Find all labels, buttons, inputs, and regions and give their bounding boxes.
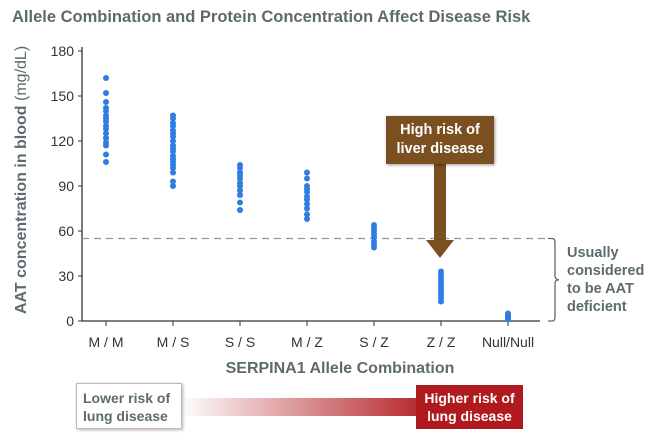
- x-tick-label: S / Z: [359, 334, 389, 350]
- data-point: [103, 151, 109, 158]
- y-tick-label: 180: [51, 43, 75, 59]
- x-tick-label: M / Z: [291, 334, 323, 350]
- data-point: [371, 234, 377, 240]
- liver-risk-callout: High risk of liver disease: [386, 116, 494, 164]
- deficient-brace: [548, 237, 560, 322]
- data-point: [304, 189, 310, 195]
- data-point: [170, 123, 176, 129]
- data-point: [103, 75, 109, 81]
- data-point: [304, 169, 310, 176]
- data-point: [170, 169, 176, 176]
- y-tick-label: 60: [58, 223, 74, 239]
- data-point: [237, 175, 243, 182]
- data-point: [438, 298, 444, 305]
- data-point: [304, 216, 310, 222]
- data-point: [103, 130, 109, 137]
- x-tick-label: Z / Z: [427, 334, 456, 350]
- lower-lung-risk-box: Lower risk of lung disease: [76, 383, 182, 429]
- deficient-label: Usually considered to be AAT deficient: [567, 245, 645, 315]
- lung-risk-arrow: [180, 388, 440, 426]
- y-tick-label: 150: [51, 88, 75, 104]
- data-point: [237, 207, 243, 213]
- data-point: [237, 192, 243, 198]
- data-point: [237, 199, 243, 206]
- data-point: [103, 118, 109, 125]
- x-tick-label: M / S: [157, 334, 190, 350]
- data-point: [170, 148, 176, 155]
- data-point: [170, 138, 176, 144]
- y-axis-label: AAT concentration in blood (mg/dL): [13, 45, 30, 314]
- y-tick-label: 30: [58, 268, 74, 284]
- data-point: [304, 201, 310, 207]
- data-point: [103, 99, 109, 105]
- higher-lung-risk-box: Higher risk of lung disease: [416, 385, 523, 429]
- x-tick-label: M / M: [89, 334, 124, 350]
- x-axis-label: SERPINA1 Allele Combination: [225, 360, 455, 377]
- data-point: [237, 187, 243, 194]
- data-point: [304, 211, 310, 218]
- data-point: [304, 175, 310, 182]
- data-point: [103, 142, 109, 149]
- data-point: [103, 159, 109, 165]
- data-point: [170, 165, 176, 171]
- data-point: [304, 205, 310, 212]
- data-point: [237, 165, 243, 171]
- x-tick-label: Null/Null: [482, 334, 534, 350]
- data-point: [170, 183, 176, 189]
- y-tick-label: 90: [58, 178, 74, 194]
- data-point: [170, 178, 176, 185]
- data-point: [170, 133, 176, 140]
- data-point: [103, 126, 109, 132]
- y-tick-label: 0: [66, 313, 74, 329]
- liver-risk-arrow: [426, 164, 454, 258]
- data-point: [103, 108, 109, 114]
- x-tick-label: S / S: [225, 334, 255, 350]
- data-point: [103, 90, 109, 96]
- data-point: [103, 135, 109, 141]
- chart-title: Allele Combination and Protein Concentra…: [12, 8, 531, 26]
- data-point: [304, 196, 310, 203]
- data-point: [170, 115, 176, 122]
- data-point: [505, 316, 511, 323]
- data-point: [371, 244, 377, 251]
- y-tick-label: 120: [51, 133, 75, 149]
- data-point: [237, 183, 243, 189]
